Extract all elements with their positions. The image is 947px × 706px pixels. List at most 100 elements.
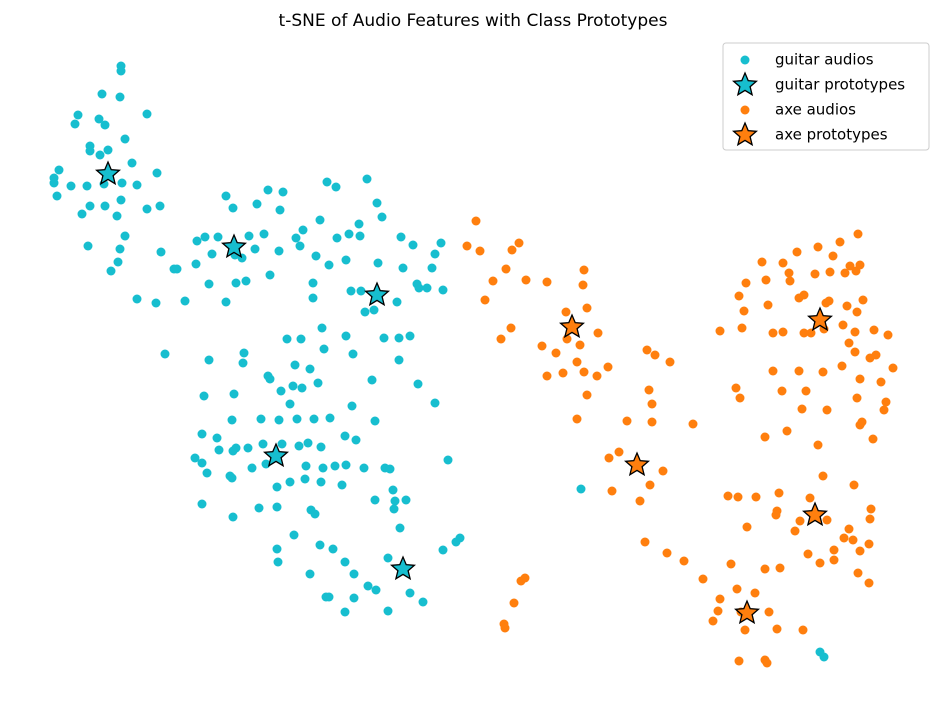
prototype-star — [389, 555, 417, 581]
point — [192, 236, 202, 246]
point — [394, 355, 404, 365]
point — [864, 578, 874, 588]
point — [309, 414, 319, 424]
point — [389, 504, 399, 514]
point — [117, 178, 127, 188]
point — [127, 158, 137, 168]
point — [228, 512, 238, 522]
point — [200, 232, 210, 242]
point — [835, 237, 845, 247]
point — [801, 386, 811, 396]
point — [806, 328, 816, 338]
point — [799, 290, 809, 300]
point — [349, 569, 359, 579]
point — [855, 546, 865, 556]
point — [344, 229, 354, 239]
point — [311, 251, 321, 261]
point — [276, 386, 286, 396]
point — [764, 607, 774, 617]
legend-label: axe prototypes — [775, 126, 888, 144]
point — [316, 477, 326, 487]
point — [341, 460, 351, 470]
point — [844, 338, 854, 348]
point — [888, 363, 898, 373]
point — [838, 320, 848, 330]
point — [324, 592, 334, 602]
point — [305, 569, 315, 579]
point — [575, 340, 585, 350]
point — [647, 417, 657, 427]
point — [331, 182, 341, 192]
point — [662, 548, 672, 558]
point — [778, 258, 788, 268]
point — [116, 195, 126, 205]
point — [351, 435, 361, 445]
point — [430, 249, 440, 259]
point — [551, 348, 561, 358]
point — [537, 341, 547, 351]
point — [367, 375, 377, 385]
legend-marker — [740, 55, 750, 65]
point — [742, 522, 752, 532]
point — [713, 606, 723, 616]
point — [308, 278, 318, 288]
point — [322, 177, 332, 187]
point — [369, 305, 379, 315]
point — [238, 358, 248, 368]
point — [296, 334, 306, 344]
point — [761, 275, 771, 285]
point — [427, 263, 437, 273]
point — [775, 563, 785, 573]
point — [113, 257, 123, 267]
point — [558, 368, 568, 378]
point — [741, 278, 751, 288]
point — [341, 331, 351, 341]
point — [252, 199, 262, 209]
point — [83, 241, 93, 251]
point — [274, 415, 284, 425]
point — [152, 168, 162, 178]
point — [418, 597, 428, 607]
point — [228, 446, 238, 456]
point — [768, 366, 778, 376]
point — [582, 303, 592, 313]
point — [751, 492, 761, 502]
point — [480, 295, 490, 305]
point — [292, 414, 302, 424]
point — [688, 419, 698, 429]
point — [359, 463, 369, 473]
point — [340, 557, 350, 567]
point — [142, 109, 152, 119]
point — [506, 323, 516, 333]
point — [829, 545, 839, 555]
point — [305, 364, 315, 374]
point — [347, 401, 357, 411]
point — [379, 333, 389, 343]
point — [813, 440, 823, 450]
point — [792, 247, 802, 257]
point — [853, 229, 863, 239]
point — [815, 558, 825, 568]
legend: guitar audios guitar prototypes axe audios… — [722, 42, 930, 151]
point — [94, 114, 104, 124]
point — [273, 557, 283, 567]
point — [282, 334, 292, 344]
point — [227, 415, 237, 425]
point — [197, 429, 207, 439]
point — [227, 473, 237, 483]
point — [85, 201, 95, 211]
point — [49, 178, 59, 188]
point — [451, 537, 461, 547]
point — [735, 393, 745, 403]
point — [349, 593, 359, 603]
point — [204, 279, 214, 289]
point — [100, 201, 110, 211]
point — [355, 231, 365, 241]
point — [462, 241, 472, 251]
point — [443, 455, 453, 465]
point — [561, 307, 571, 317]
legend-marker — [731, 121, 759, 147]
point — [244, 231, 254, 241]
point — [291, 233, 301, 243]
point — [103, 145, 113, 155]
